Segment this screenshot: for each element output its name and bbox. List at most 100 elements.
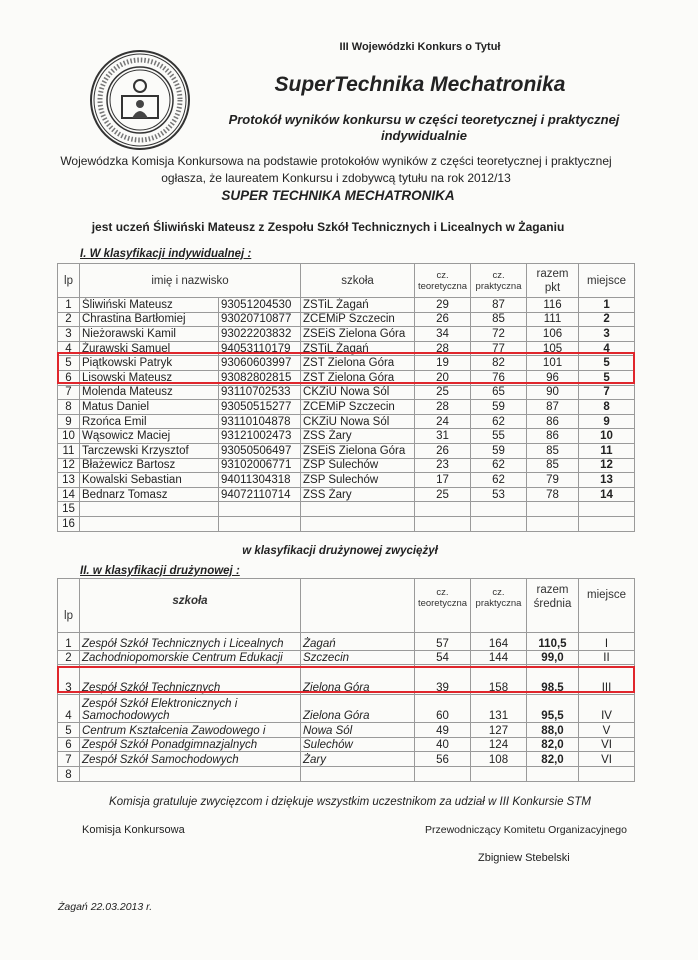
cell-place: VI [578,751,635,767]
cell-theory: 40 [414,737,471,752]
cell-pesel: 93051204530 [217,297,302,313]
col-average: razem średnia [526,578,579,633]
cell-place: 11 [578,442,636,459]
table-row: 1 Śliwiński Mateusz 93051204530 ZSTiL Żagań… [57,297,636,313]
cell-school: ZSTiL Żagań [300,297,416,313]
cell-lp: 4 [57,694,80,723]
cell-school: Zespół Szkół Ponadgimnazjalnych [79,737,301,752]
cell-place [578,501,636,517]
cell-place: 8 [578,399,636,415]
cell-school: Centrum Kształcenia Zawodowego i [79,722,301,738]
cell-lp: 8 [57,766,80,782]
table-row: 5 Piątkowski Patryk 93060603997 ZST Zielona… [57,355,636,371]
cell-name: Śliwiński Mateusz [79,297,219,313]
cell-total: 85 [526,457,580,474]
cell-name [79,515,219,532]
cell-total: 111 [526,311,580,328]
cell-place: VI [578,737,635,752]
table-row: 7 Molenda Mateusz 93110702533 CKZiU Nowa Só… [57,384,636,401]
cell-school: ZSEiS Zielona Góra [300,326,416,342]
cell-lp: 16 [57,515,80,532]
cell-lp: 5 [57,722,80,738]
cell-practice: 124 [470,737,527,752]
team-results-table: lp szkoła cz. teoretyczna cz. praktyczna… [57,578,635,782]
cell-place: 1 [578,297,636,313]
col-lp: lp [57,578,80,633]
cell-place: V [578,722,635,738]
cell-name: Chrastina Bartłomiej [79,311,219,328]
cell-school: ZSEiS Zielona Góra [300,442,416,459]
announcement-paragraph: Wojewódzka Komisja Konkursowa na podstaw… [60,153,611,187]
cell-theory: 49 [414,722,471,738]
cell-lp: 7 [57,751,80,767]
cell-theory: 17 [414,472,472,488]
cell-school [300,515,416,532]
cell-lp: 14 [57,486,80,503]
cell-theory: 34 [414,326,472,342]
cell-city: Żary [300,751,415,767]
cell-practice: 55 [470,428,528,444]
cell-pesel: 94011304318 [217,472,302,488]
table-row: 2 Zachodniopomorskie Centrum Edukacji Szcz… [57,650,635,665]
cell-average: 110,5 [526,632,579,651]
cell-practice: 127 [470,722,527,738]
cell-theory: 60 [414,694,471,723]
award-title: SUPER TECHNIKA MECHATRONIKA [221,188,455,203]
cell-school: Zespół Szkół Samochodowych [79,751,301,767]
cell-name: Kowalski Sebastian [79,472,219,488]
cell-practice: 87 [470,297,528,313]
cell-practice: 53 [470,486,528,503]
cell-lp: 11 [57,442,80,459]
cell-total: 78 [526,486,580,503]
cell-theory: 23 [414,457,472,474]
cell-name: Błażewicz Bartosz [79,457,219,474]
table-row: 10 Wąsowicz Maciej 93121002473 ZSS Żary 31 55… [57,428,636,444]
committee-signature: Komisja Konkursowa [82,824,185,836]
cell-pesel: 93102006771 [217,457,302,474]
cell-theory: 25 [414,384,472,401]
cell-lp: 12 [57,457,80,474]
cell-practice: 65 [470,384,528,401]
cell-total: 86 [526,413,580,430]
cell-practice: 62 [470,457,528,474]
cell-school: CKZiU Nowa Sól [300,413,416,430]
cell-theory: 29 [414,297,472,313]
individual-results-table: lp imię i nazwisko szkoła cz. teoretyczn… [57,263,636,532]
table-header-row: lp imię i nazwisko szkoła cz. teoretyczn… [57,263,636,298]
col-name: imię i nazwisko [78,263,302,298]
cell-theory [414,766,471,782]
cell-name: Molenda Mateusz [79,384,219,401]
cell-name: Tarczewski Krzysztof [79,442,219,459]
cell-place: 2 [578,311,636,328]
cell-theory: 56 [414,751,471,767]
cell-school: ZSS Żary [300,428,416,444]
cell-place: 3 [578,326,636,342]
col-total: razem pkt [526,263,580,298]
cell-practice: 72 [470,326,528,342]
cell-pesel: 93121002473 [217,428,302,444]
cell-lp: 13 [57,472,80,488]
cell-theory: 28 [414,399,472,415]
cell-theory: 24 [414,413,472,430]
table-row: 12 Błażewicz Bartosz 93102006771 ZSP Sulech… [57,457,636,474]
cell-pesel: 93050506497 [217,442,302,459]
table-row: 15 [57,501,636,517]
table-row: 5 Centrum Kształcenia Zawodowego i Nowa Só… [57,722,635,738]
cell-pesel: 93022203832 [217,326,302,342]
table-row: 16 [57,515,636,532]
cell-practice: 164 [470,632,527,651]
chairman-name: Zbigniew Stebelski [478,852,570,864]
cell-average: 99,0 [526,650,579,665]
col-practice: cz. praktyczna [470,263,528,298]
cell-place: IV [578,694,635,723]
cell-school: ZSP Sulechów [300,472,416,488]
cell-city: Zielona Góra [300,694,415,723]
cell-total: 85 [526,442,580,459]
col-school: szkoła [79,578,301,633]
cell-practice: 131 [470,694,527,723]
cell-pesel: 94072110714 [217,486,302,503]
cell-practice: 108 [470,751,527,767]
cell-average: 82,0 [526,737,579,752]
cell-place: 7 [578,384,636,401]
table-row: 6 Lisowski Mateusz 93082802815 ZST Zielona … [57,369,636,386]
